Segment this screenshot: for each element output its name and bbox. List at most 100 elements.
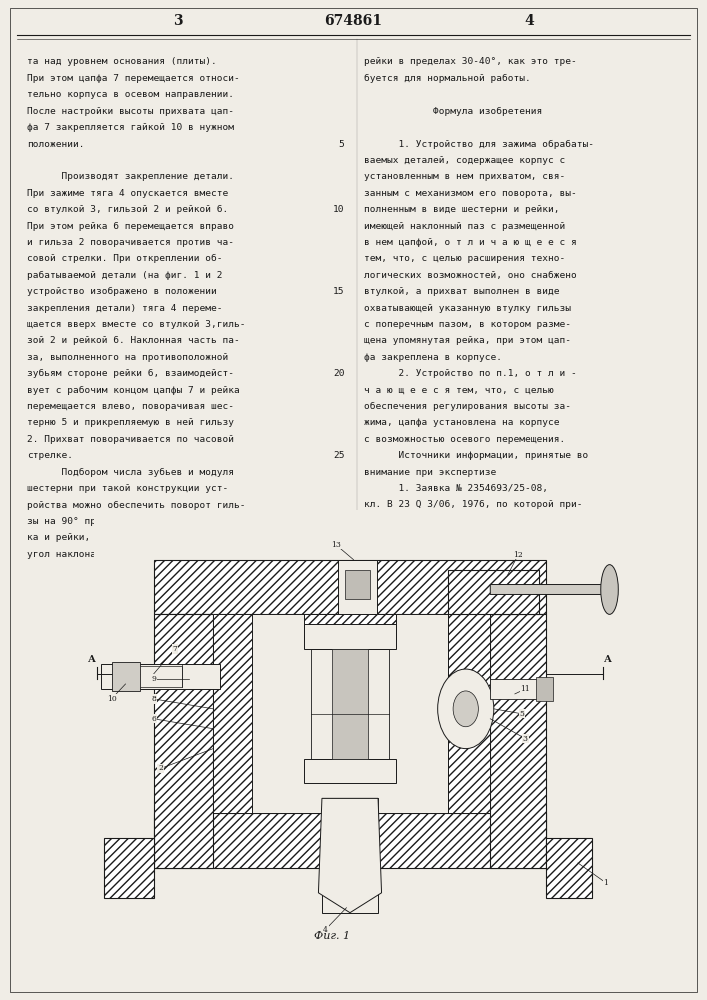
Text: терню 5 и прикрепляемую в ней гильзу: терню 5 и прикрепляемую в ней гильзу [28, 418, 234, 427]
Text: После настройки высоты прихвата цап-: После настройки высоты прихвата цап- [28, 107, 234, 116]
Text: щена упомянутая рейка, при этом цап-: щена упомянутая рейка, при этом цап- [364, 336, 571, 345]
Bar [332, 649, 368, 759]
Text: за, выполненного на противоположной: за, выполненного на противоположной [28, 353, 228, 362]
Text: А: А [88, 655, 96, 664]
Text: 15: 15 [333, 287, 344, 296]
Bar [105, 843, 150, 908]
Text: фа 7 закрепляется гайкой 10 в нужном: фа 7 закрепляется гайкой 10 в нужном [28, 123, 234, 132]
Text: тельно корпуса в осевом направлении.: тельно корпуса в осевом направлении. [28, 90, 234, 99]
Text: 10: 10 [333, 205, 344, 214]
Text: Формула изобретения: Формула изобретения [364, 107, 542, 116]
Text: совой стрелки. При откреплении об-: совой стрелки. При откреплении об- [28, 254, 223, 263]
Text: 2: 2 [158, 764, 163, 772]
Bar [322, 798, 378, 913]
Circle shape [453, 691, 479, 727]
Text: ч а ю щ е е с я тем, что, с целью: ч а ю щ е е с я тем, что, с целью [364, 386, 554, 395]
Bar [536, 677, 554, 701]
Text: и гильза 2 поворачивается против ча-: и гильза 2 поворачивается против ча- [28, 238, 234, 247]
Polygon shape [490, 614, 547, 868]
Text: При этом цапфа 7 перемещается относи-: При этом цапфа 7 перемещается относи- [28, 74, 240, 83]
Text: 8: 8 [151, 695, 156, 703]
Polygon shape [153, 614, 214, 868]
Text: 1. Заявка № 2354693/25-08,: 1. Заявка № 2354693/25-08, [364, 484, 548, 493]
Circle shape [438, 669, 493, 749]
Polygon shape [448, 614, 490, 813]
Text: зы на 90° при весьма малом ходе што-: зы на 90° при весьма малом ходе што- [28, 517, 234, 526]
Text: При зажиме тяга 4 опускается вместе: При зажиме тяга 4 опускается вместе [28, 189, 228, 198]
Polygon shape [318, 798, 382, 913]
Text: ваемых деталей, содержащее корпус с: ваемых деталей, содержащее корпус с [364, 156, 566, 165]
Bar [338, 560, 377, 614]
Text: щается вверх вместе со втулкой 3,гиль-: щается вверх вместе со втулкой 3,гиль- [28, 320, 246, 329]
Text: буется для нормальной работы.: буется для нормальной работы. [364, 74, 531, 83]
Bar [150, 570, 547, 709]
Text: втулкой, а прихват выполнен в виде: втулкой, а прихват выполнен в виде [364, 287, 559, 296]
Polygon shape [105, 838, 153, 898]
Text: перемещается влево, поворачивая шес-: перемещается влево, поворачивая шес- [28, 402, 234, 411]
Bar [150, 570, 214, 908]
Text: 2. Прихват поворачивается по часовой: 2. Прихват поворачивается по часовой [28, 435, 234, 444]
Bar [547, 843, 592, 908]
Bar [150, 808, 547, 908]
Text: с возможностью осевого перемещения.: с возможностью осевого перемещения. [364, 435, 566, 444]
Text: зубьям стороне рейки 6, взаимодейст-: зубьям стороне рейки 6, взаимодейст- [28, 369, 234, 378]
Bar [252, 614, 448, 813]
Text: вует с рабочим концом цапфы 7 и рейка: вует с рабочим концом цапфы 7 и рейка [28, 386, 240, 395]
Text: ройства можно обеспечить поворот гиль-: ройства можно обеспечить поворот гиль- [28, 500, 246, 510]
Text: 4: 4 [323, 926, 328, 934]
Text: имеющей наклонный паз с размещенной: имеющей наклонный паз с размещенной [364, 222, 566, 231]
Polygon shape [214, 614, 252, 813]
Text: 25: 25 [333, 451, 344, 460]
Text: установленным в нем прихватом, свя-: установленным в нем прихватом, свя- [364, 172, 566, 181]
Text: ка и рейки, обеспечив в то же время: ка и рейки, обеспечив в то же время [28, 533, 228, 542]
Bar [214, 614, 490, 813]
Text: рейки в пределах 30-40°, как это тре-: рейки в пределах 30-40°, как это тре- [364, 57, 577, 66]
Text: 10: 10 [107, 695, 117, 703]
Text: 674861: 674861 [325, 14, 382, 28]
Text: с поперечным пазом, в котором разме-: с поперечным пазом, в котором разме- [364, 320, 571, 329]
Text: 1: 1 [604, 879, 609, 887]
Bar [311, 649, 389, 759]
Text: 13: 13 [331, 541, 341, 549]
Text: 3: 3 [523, 735, 528, 743]
Polygon shape [490, 585, 613, 594]
Text: 5: 5 [339, 140, 344, 149]
Text: со втулкой 3, гильзой 2 и рейкой 6.: со втулкой 3, гильзой 2 и рейкой 6. [28, 205, 228, 214]
Bar [345, 570, 370, 599]
Bar [305, 624, 396, 649]
Text: 2. Устройство по п.1, о т л и -: 2. Устройство по п.1, о т л и - [364, 369, 577, 378]
Text: 9: 9 [151, 675, 156, 683]
Polygon shape [153, 813, 547, 868]
Text: кл. В 23 Q 3/06, 1976, по которой при-: кл. В 23 Q 3/06, 1976, по которой при- [364, 500, 583, 509]
Bar [490, 679, 547, 699]
Polygon shape [547, 838, 592, 898]
Bar [305, 759, 396, 783]
Text: 1. Устройство для зажима обрабаты-: 1. Устройство для зажима обрабаты- [364, 140, 594, 149]
Text: обеспечения регулирования высоты за-: обеспечения регулирования высоты за- [364, 402, 571, 411]
Text: охватывающей указанную втулку гильзы: охватывающей указанную втулку гильзы [364, 304, 571, 313]
Text: устройство изображено в положении: устройство изображено в положении [28, 287, 217, 296]
Text: 7: 7 [173, 645, 177, 653]
Bar [101, 664, 220, 689]
Text: При этом рейка 6 перемещается вправо: При этом рейка 6 перемещается вправо [28, 222, 234, 231]
Polygon shape [305, 614, 396, 639]
Bar [94, 510, 620, 948]
Bar [214, 570, 490, 808]
Text: логических возможностей, оно снабжено: логических возможностей, оно снабжено [364, 271, 577, 280]
Text: стрелке.: стрелке. [28, 451, 74, 460]
Text: внимание при экспертизе: внимание при экспертизе [364, 468, 496, 477]
Text: 20: 20 [333, 369, 344, 378]
Text: та над уровнем основания (плиты).: та над уровнем основания (плиты). [28, 57, 217, 66]
Bar [112, 662, 139, 691]
Bar [448, 570, 539, 614]
Polygon shape [153, 560, 547, 614]
Text: полненным в виде шестерни и рейки,: полненным в виде шестерни и рейки, [364, 205, 559, 214]
Text: А: А [604, 655, 612, 664]
Text: 4: 4 [524, 14, 534, 28]
Bar [139, 666, 182, 687]
Text: занным с механизмом его поворота, вы-: занным с механизмом его поворота, вы- [364, 189, 577, 198]
Text: закрепления детали) тяга 4 переме-: закрепления детали) тяга 4 переме- [28, 304, 223, 313]
Text: положении.: положении. [28, 140, 85, 149]
Text: 12: 12 [513, 551, 523, 559]
Bar [105, 843, 150, 908]
